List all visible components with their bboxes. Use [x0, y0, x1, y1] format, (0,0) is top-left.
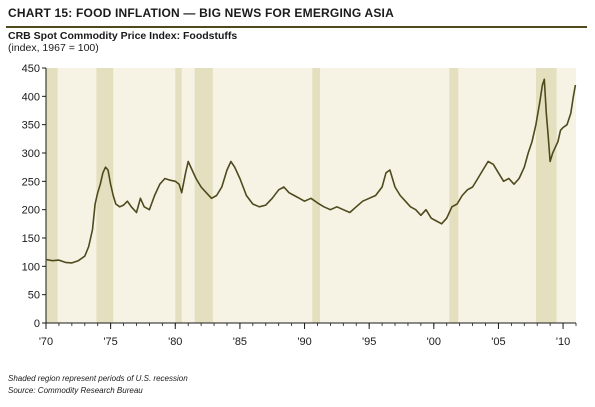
x-tick-label: '85 — [233, 336, 247, 348]
y-tick-label: 400 — [22, 91, 40, 103]
recession-bands — [46, 68, 576, 323]
source-footnote: Source: Commodity Research Bureau — [8, 386, 143, 395]
x-tick-label: '75 — [103, 336, 117, 348]
recession-band — [175, 68, 182, 323]
axes — [42, 67, 577, 329]
y-tick-label: 350 — [22, 120, 40, 132]
units-note: (index, 1967 = 100) — [8, 42, 99, 54]
y-tick-label: 250 — [22, 176, 40, 188]
series-line — [45, 78, 577, 264]
recession-band — [312, 68, 321, 323]
plot-area — [46, 68, 576, 323]
y-tick-label: 150 — [22, 233, 40, 245]
x-tick-label: '05 — [491, 336, 505, 348]
chart-subtitle: CRB Spot Commodity Price Index: Foodstuf… — [8, 30, 238, 42]
tick-labels: 0 50 100 150 200 250 300 350 400 450 '70 '75 '80 '85 '… — [22, 63, 571, 348]
recession-band — [96, 68, 114, 323]
x-tick-label: '95 — [362, 336, 376, 348]
y-tick-label: 100 — [22, 261, 40, 273]
y-tick-label: 200 — [22, 205, 40, 217]
y-tick-label: 300 — [22, 148, 40, 160]
title-rule — [6, 26, 587, 28]
y-tick-label: 0 — [34, 318, 40, 330]
y-tick-label: 450 — [22, 63, 40, 75]
series-layer — [45, 78, 577, 264]
x-tick-label: '80 — [168, 336, 182, 348]
chart-title: CHART 15: FOOD INFLATION — BIG NEWS FOR … — [8, 6, 394, 20]
recession-footnote: Shaded region represent periods of U.S. … — [8, 374, 188, 383]
x-tick-label: '90 — [297, 336, 311, 348]
y-tick-label: 50 — [28, 290, 40, 302]
recession-band — [535, 68, 557, 323]
x-tick-label: '00 — [427, 336, 441, 348]
x-tick-label: '10 — [556, 336, 570, 348]
recession-band — [194, 68, 213, 323]
recession-band — [449, 68, 459, 323]
recession-band — [46, 68, 58, 323]
x-tick-label: '70 — [39, 336, 53, 348]
